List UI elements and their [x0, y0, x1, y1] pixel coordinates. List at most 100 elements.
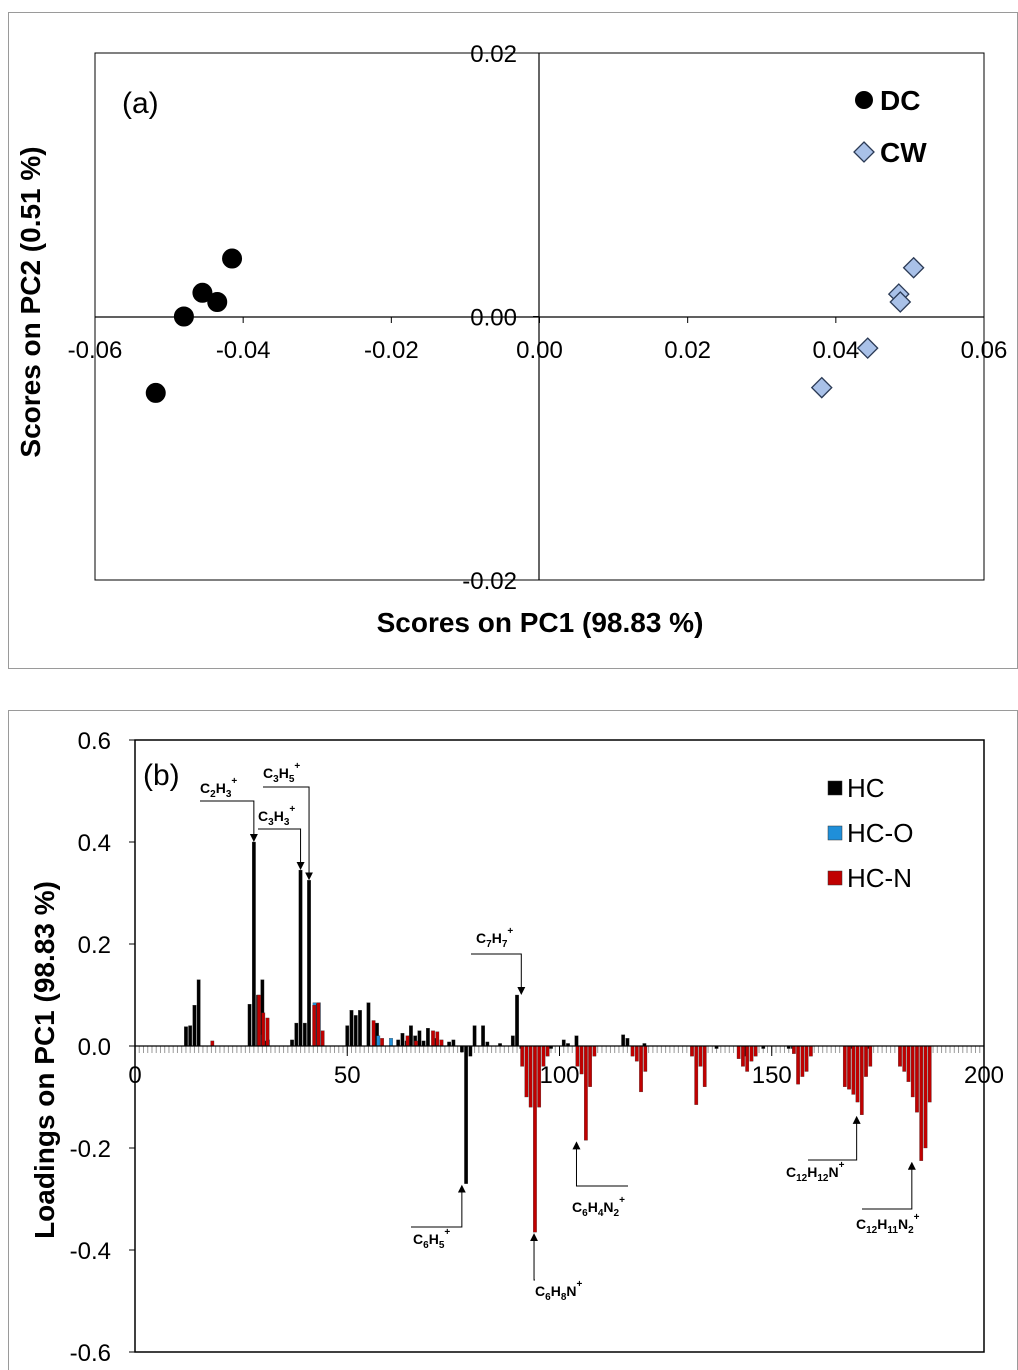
annotation-label: C6H4N2+: [572, 1195, 625, 1219]
legend-swatch-hc: [827, 780, 843, 796]
bar-hc: [460, 1045, 464, 1053]
bar-hc: [625, 1038, 630, 1047]
x-tick-label-b: 100: [539, 1062, 579, 1089]
x-tick-label-b: 50: [334, 1062, 361, 1089]
annotation-leader: [530, 1233, 539, 1281]
ticks-a: -0.06 -0.04 -0.02 0.00 0.02 0.04 0.06 0.02 0.00 -…: [68, 41, 1008, 595]
x-tick-label-b: 0: [128, 1062, 141, 1089]
y-tick-label-b: -0.2: [70, 1136, 111, 1163]
legend-b: HC HC-O HC-N: [827, 773, 913, 893]
bar-hc-n: [915, 1045, 919, 1113]
bar-hc-n: [371, 1020, 376, 1047]
annotation-label: C12H12N+: [786, 1160, 845, 1184]
bar-hc-n: [736, 1045, 741, 1059]
bar-hc-n: [435, 1031, 440, 1047]
y-tick-label-b: 0.2: [78, 932, 111, 959]
y-tick-label-b: -0.6: [70, 1340, 111, 1364]
x-tick-label-a: -0.02: [364, 337, 419, 364]
bar-hc: [515, 994, 519, 1047]
bar-hc-n: [261, 1012, 266, 1047]
bar-hc-n: [584, 1045, 588, 1141]
annotation: C6H8N+: [530, 1233, 583, 1303]
annotation: C3H5+: [263, 761, 314, 881]
bar-hc: [409, 1025, 413, 1047]
bar-hc-n: [639, 1045, 643, 1093]
bar-hc-n: [927, 1045, 932, 1103]
bar-hc-n: [210, 1040, 215, 1047]
bar-hc-n: [864, 1045, 868, 1077]
bar-hc: [252, 841, 256, 1047]
bar-hc-n: [792, 1045, 796, 1054]
x-tick-label-a: 0.02: [664, 337, 711, 364]
bar-hc-n: [698, 1045, 703, 1067]
bar-hc-n: [702, 1045, 707, 1087]
bar-hc-o: [376, 1035, 381, 1047]
bar-hc-n: [579, 1045, 584, 1075]
panel-label-a: (a): [122, 87, 159, 120]
legend-label-a: CW: [880, 137, 927, 168]
legend-swatch-hc-o: [827, 825, 843, 841]
x-tick-label-b: 150: [752, 1062, 792, 1089]
annotation: C2H3+: [200, 776, 258, 842]
bar-hc-n: [906, 1045, 911, 1082]
bar-hc: [510, 1035, 515, 1047]
point-dc: [192, 282, 213, 303]
y-axis-title-b: Loadings on PC1 (98.83 %): [29, 881, 60, 1239]
point-cw: [902, 256, 925, 279]
legend-label-a: DC: [880, 85, 920, 116]
bar-hc: [561, 1039, 566, 1047]
y-tick-label-a: -0.02: [462, 568, 517, 595]
bar-hc: [192, 1005, 197, 1047]
bar-hc-n: [431, 1030, 435, 1047]
annotation-label: C3H3+: [258, 804, 295, 828]
bar-hc-n: [898, 1045, 902, 1067]
x-tick-label-a: 0.06: [961, 337, 1008, 364]
bar-hc: [447, 1041, 451, 1047]
legend-a: DC CW: [853, 85, 927, 168]
bar-hc-n: [753, 1045, 758, 1057]
bar-hc: [294, 1022, 299, 1047]
x-tick-label-a: -0.06: [68, 337, 123, 364]
bar-hc-n: [690, 1045, 694, 1057]
bar-hc-n: [902, 1045, 907, 1072]
bar-hc-n: [524, 1045, 529, 1098]
bar-hc-n: [859, 1045, 864, 1115]
annotation-label: C7H7+: [476, 926, 513, 950]
annotation: C12H12N+: [786, 1115, 861, 1184]
legend-label-b: HC-O: [847, 818, 913, 848]
legend-label-b: HC-N: [847, 863, 912, 893]
bar-hc-n: [749, 1045, 754, 1062]
bar-hc-n: [847, 1045, 851, 1090]
annotation-leader: [808, 1115, 861, 1161]
bar-hc-n: [520, 1045, 525, 1067]
bar-hc-n: [855, 1045, 860, 1103]
points-a: [145, 248, 925, 403]
bar-hc: [451, 1039, 456, 1047]
annotation: C6H5+: [411, 1184, 466, 1251]
annotation-label: C3H5+: [263, 761, 300, 785]
bar-hc-n: [804, 1045, 809, 1072]
annotation-leader: [471, 953, 526, 995]
bar-hc-n: [545, 1045, 550, 1057]
bar-hc: [417, 1030, 422, 1047]
bar-hc-n: [643, 1045, 648, 1072]
bar-hc-n: [588, 1045, 592, 1087]
bar-hc: [298, 869, 303, 1047]
bar-hc-n: [694, 1045, 699, 1105]
bar-hc: [349, 1010, 354, 1047]
point-dc: [222, 248, 243, 269]
bar-hc-n: [320, 1030, 325, 1047]
bar-hc-n: [745, 1045, 750, 1072]
ticks-b: 0 50 100 150 200 0.6 0.4 0.2 0.0 -0.2 -0.4 -0.6: [70, 728, 1004, 1364]
y-tick-label-b: 0.0: [78, 1034, 111, 1061]
annotation-label: C6H8N+: [535, 1279, 583, 1303]
bar-hc-n: [405, 1035, 410, 1047]
x-tick-label-a: 0.04: [812, 337, 859, 364]
x-tick-label-a: 0.00: [516, 337, 563, 364]
bar-hc: [188, 1025, 193, 1047]
bar-hc: [472, 1025, 477, 1047]
annotation: C7H7+: [471, 926, 526, 995]
bar-hc-n: [910, 1045, 915, 1098]
bar-hc: [574, 1035, 579, 1047]
